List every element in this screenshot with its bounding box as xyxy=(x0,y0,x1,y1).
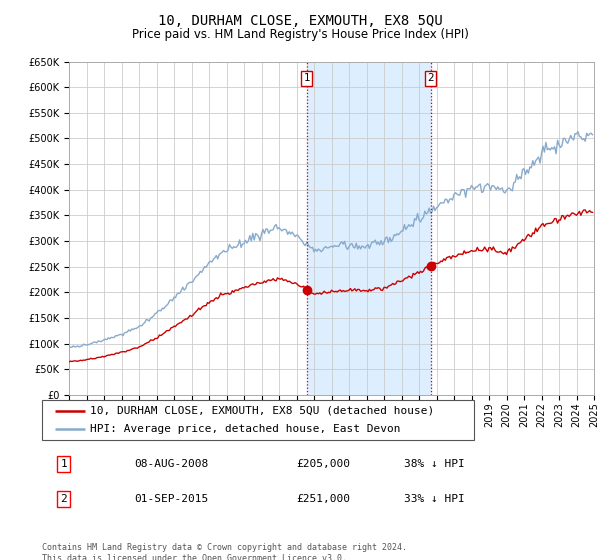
Text: 1: 1 xyxy=(304,73,310,83)
Text: Price paid vs. HM Land Registry's House Price Index (HPI): Price paid vs. HM Land Registry's House … xyxy=(131,28,469,41)
Text: 08-AUG-2008: 08-AUG-2008 xyxy=(134,459,208,469)
Text: £251,000: £251,000 xyxy=(296,494,350,504)
Bar xyxy=(307,62,431,395)
Text: 10, DURHAM CLOSE, EXMOUTH, EX8 5QU (detached house): 10, DURHAM CLOSE, EXMOUTH, EX8 5QU (deta… xyxy=(89,406,434,416)
Text: 38% ↓ HPI: 38% ↓ HPI xyxy=(404,459,464,469)
Text: Contains HM Land Registry data © Crown copyright and database right 2024.
This d: Contains HM Land Registry data © Crown c… xyxy=(42,543,407,560)
Text: £205,000: £205,000 xyxy=(296,459,350,469)
Text: 10, DURHAM CLOSE, EXMOUTH, EX8 5QU: 10, DURHAM CLOSE, EXMOUTH, EX8 5QU xyxy=(158,14,442,28)
Text: 2: 2 xyxy=(60,494,67,504)
Text: 2: 2 xyxy=(427,73,434,83)
Text: 01-SEP-2015: 01-SEP-2015 xyxy=(134,494,208,504)
FancyBboxPatch shape xyxy=(42,400,474,440)
Text: HPI: Average price, detached house, East Devon: HPI: Average price, detached house, East… xyxy=(89,424,400,434)
Text: 33% ↓ HPI: 33% ↓ HPI xyxy=(404,494,464,504)
Text: 1: 1 xyxy=(60,459,67,469)
